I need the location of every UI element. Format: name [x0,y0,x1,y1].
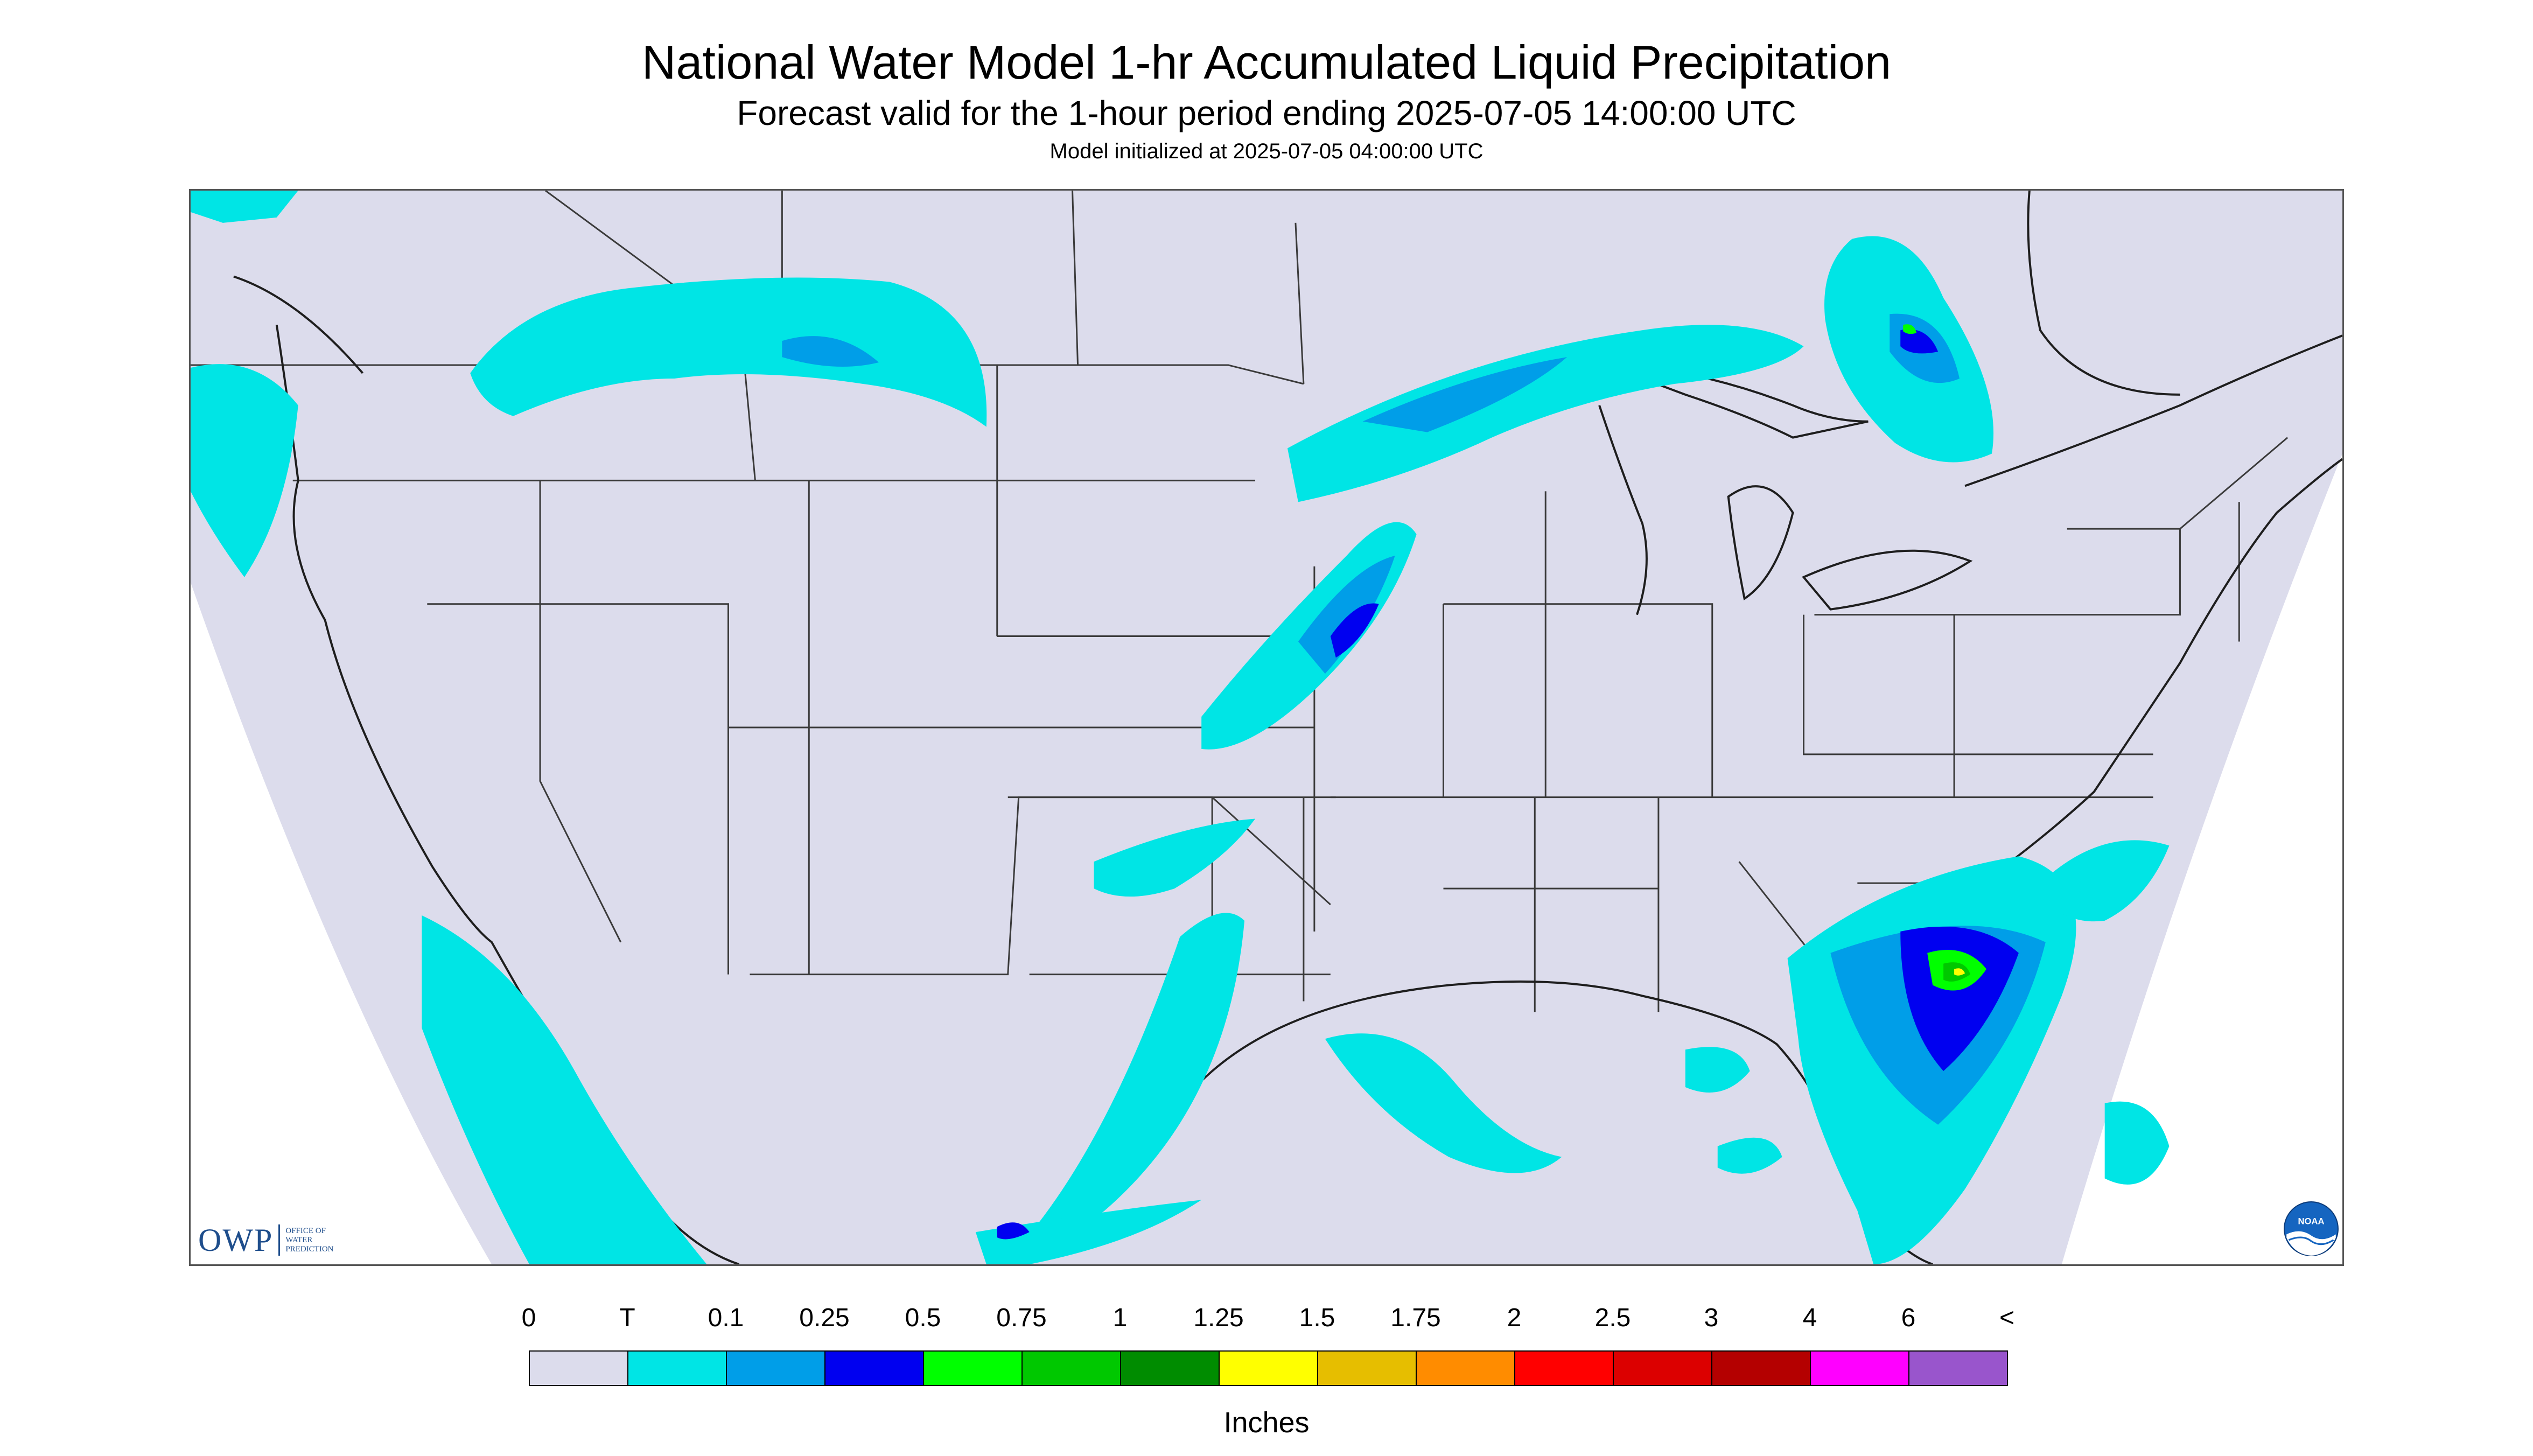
legend-tick-label: T [619,1304,635,1332]
legend-swatch [1908,1350,2008,1386]
precipitation-map [189,189,2344,1266]
map-subtitle: Forecast valid for the 1-hour period end… [737,94,1796,132]
map-canvas [191,191,2342,1264]
owp-logo-divider [278,1224,281,1256]
precip-area [1717,1137,1782,1174]
precip-area [975,1200,1202,1264]
precip-area [782,336,879,367]
precip-area [1362,357,1568,432]
precip-area [1685,1047,1750,1093]
legend-tick-label: 1.25 [1193,1304,1244,1332]
noaa-logo: NOAA [2284,1201,2339,1256]
precipitation-heavy [1903,324,1986,991]
legend-swatch [824,1350,924,1386]
precip-area [997,1222,1030,1240]
precip-area [1325,1033,1562,1173]
precip-area [2034,840,2170,922]
legend-tick-label: 2 [1507,1304,1522,1332]
legend-tick-label: 0.1 [708,1304,744,1332]
legend-swatch [1120,1350,1220,1386]
legend-swatch [1613,1350,1712,1386]
legend-swatch [1219,1350,1318,1386]
precip-area [470,277,987,427]
legend-tick-label: 4 [1802,1304,1817,1332]
precip-area [1903,324,1917,334]
legend-tick-label: 0 [521,1304,536,1332]
precip-area [191,191,298,223]
legend-tick-label: 0.5 [905,1304,941,1332]
legend-swatch [1810,1350,1909,1386]
legend-swatch [1711,1350,1811,1386]
legend-swatch [1514,1350,1614,1386]
map-title: National Water Model 1-hr Accumulated Li… [641,36,1892,89]
precip-area [2104,1101,2170,1185]
legend-units: Inches [1223,1406,1310,1439]
legend-tick-label: 0.25 [799,1304,850,1332]
legend-tick-label: 1 [1112,1304,1128,1332]
legend-tick-label: 2.5 [1594,1304,1631,1332]
precip-area [1007,913,1245,1259]
precip-area [1094,818,1256,897]
legend-swatch [1021,1350,1121,1386]
precip-area [1954,968,1965,976]
legend-swatch [1416,1350,1515,1386]
legend-tick-label: 6 [1901,1304,1916,1332]
legend-swatch [529,1350,628,1386]
legend-tick-label: 1.75 [1390,1304,1441,1332]
noaa-logo-text: NOAA [2298,1216,2325,1227]
model-init-time: Model initialized at 2025-07-05 04:00:00… [1049,139,1484,163]
legend-swatch [726,1350,825,1386]
owp-logo-letters: OWP [198,1222,274,1258]
legend-swatch [923,1350,1023,1386]
precip-area [191,364,298,577]
owp-logo-words: OFFICE OF WATER PREDICTION [285,1226,334,1254]
owp-logo: OWP OFFICE OF WATER PREDICTION [198,1221,334,1259]
precip-area [1287,325,1804,502]
precip-area [1900,329,1939,354]
precip-area [1298,555,1395,674]
legend-tick-label: 1.5 [1299,1304,1335,1332]
legend-tick-label: 0.75 [996,1304,1047,1332]
legend-tick-label: 3 [1704,1304,1719,1332]
legend-swatch [627,1350,727,1386]
legend-swatch [1317,1350,1417,1386]
precip-area [1330,603,1379,658]
legend-tick-label: < [1999,1304,2015,1332]
precip-area [422,915,707,1264]
